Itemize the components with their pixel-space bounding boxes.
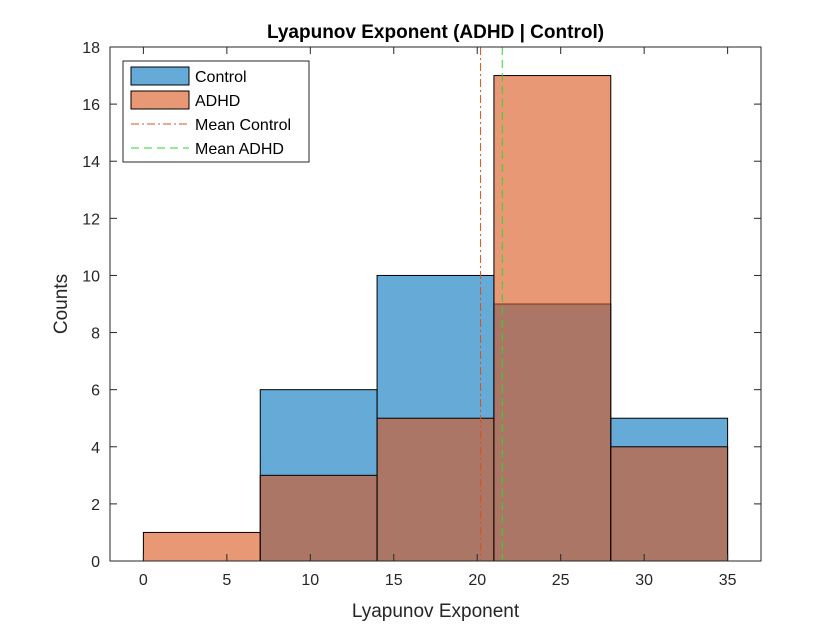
x-tick-label: 0 xyxy=(139,572,148,589)
y-tick-label: 0 xyxy=(91,554,100,571)
x-tick-label: 25 xyxy=(552,572,570,589)
x-tick-label: 10 xyxy=(301,572,319,589)
y-tick-label: 4 xyxy=(91,440,100,457)
plot-frame xyxy=(109,46,762,562)
y-tick-label: 6 xyxy=(91,383,100,400)
bar-adhd-bin-1 xyxy=(142,531,261,562)
y-tick-label: 8 xyxy=(91,326,100,343)
legend-label-mean-control: Mean Control xyxy=(195,117,291,134)
x-tick-label: 20 xyxy=(468,572,486,589)
legend: Control ADHD Mean Control Mean ADHD xyxy=(122,60,310,163)
y-tick-label: 10 xyxy=(82,268,100,285)
bar-adhd-bin-3 xyxy=(376,417,495,562)
legend-swatch-adhd xyxy=(130,90,190,110)
bar-adhd-bin-5 xyxy=(610,446,729,562)
y-tick-label: 16 xyxy=(82,97,100,114)
legend-label-control: Control xyxy=(195,69,247,86)
x-tick-label: 35 xyxy=(719,572,737,589)
legend-swatch-control xyxy=(130,66,190,86)
y-axis-label: Counts xyxy=(51,274,72,334)
x-tick-label: 30 xyxy=(635,572,653,589)
x-axis-label: Lyapunov Exponent xyxy=(352,601,520,622)
legend-label-mean-adhd: Mean ADHD xyxy=(195,141,284,158)
bars-layer xyxy=(142,75,729,562)
bar-adhd-bin-4 xyxy=(493,75,612,562)
x-tick-label: 5 xyxy=(222,572,231,589)
bar-adhd-bin-2 xyxy=(259,474,378,562)
y-tick-label: 2 xyxy=(91,497,100,514)
x-tick-label: 15 xyxy=(385,572,403,589)
mean-lines-layer xyxy=(480,47,503,561)
legend-label-adhd: ADHD xyxy=(195,93,240,110)
chart-title: Lyapunov Exponent (ADHD | Control) xyxy=(267,22,604,43)
y-tick-label: 12 xyxy=(82,211,100,228)
axis-ticks: 0 5 10 15 20 25 30 35 0 2 4 6 8 10 12 14 16 18 xyxy=(82,40,761,589)
y-tick-label: 18 xyxy=(82,40,100,57)
y-tick-label: 14 xyxy=(82,154,100,171)
